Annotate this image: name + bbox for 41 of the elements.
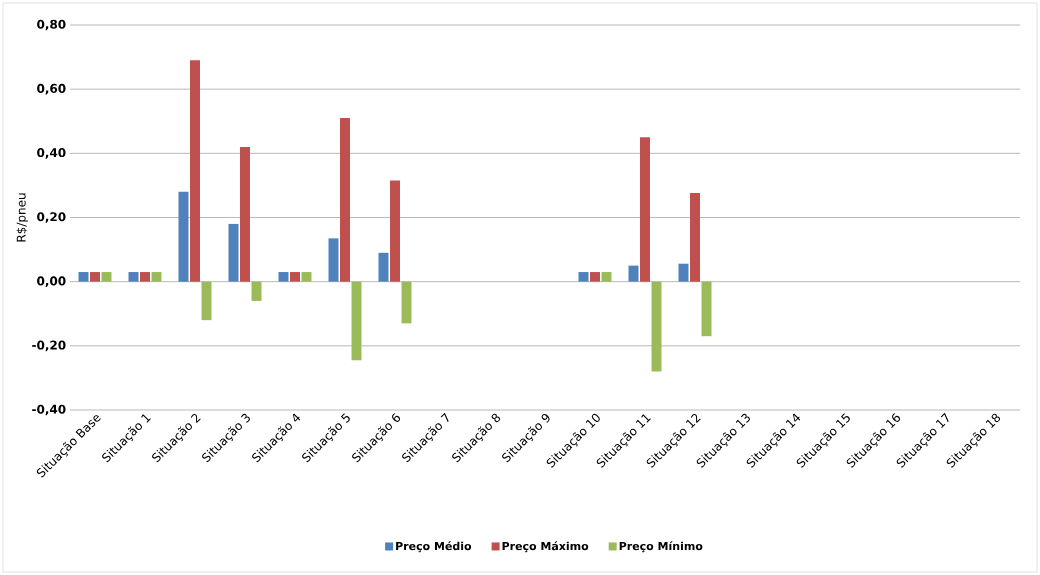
legend-label: Preço Médio bbox=[396, 541, 472, 553]
bar bbox=[401, 281, 412, 324]
bar bbox=[278, 272, 289, 282]
bar bbox=[590, 272, 601, 282]
bar bbox=[651, 281, 662, 372]
legend-label: Preço Mínimo bbox=[619, 541, 703, 553]
bar bbox=[90, 272, 100, 282]
bar bbox=[301, 272, 312, 282]
bar bbox=[378, 252, 389, 282]
bar bbox=[190, 60, 200, 282]
bar bbox=[690, 193, 701, 282]
bar bbox=[578, 272, 589, 282]
y-tick-label: 0,80 bbox=[37, 19, 66, 31]
bar bbox=[240, 146, 250, 282]
y-tick-label: 0,20 bbox=[37, 212, 66, 223]
bar bbox=[678, 263, 689, 282]
y-tick-label: 0,60 bbox=[37, 83, 66, 95]
bar bbox=[228, 223, 239, 282]
bar bbox=[390, 180, 400, 282]
bar bbox=[128, 272, 139, 282]
bar bbox=[178, 191, 189, 282]
y-axis-title: R$/pneu bbox=[16, 193, 29, 242]
bar bbox=[140, 272, 150, 282]
y-tick-label: 0,00 bbox=[37, 276, 66, 287]
bar bbox=[251, 281, 262, 301]
bar bbox=[201, 281, 212, 321]
legend-label: Preço Máximo bbox=[502, 541, 589, 553]
bar bbox=[151, 272, 162, 282]
y-tick-label: 0,40 bbox=[37, 148, 66, 159]
bar bbox=[290, 272, 301, 282]
y-tick-label: -0,20 bbox=[32, 340, 66, 352]
bar bbox=[351, 281, 362, 361]
bar bbox=[601, 272, 612, 282]
bar bbox=[628, 265, 639, 282]
bar bbox=[340, 118, 350, 282]
bar bbox=[328, 238, 339, 282]
bar bbox=[640, 137, 651, 282]
bar bbox=[78, 272, 89, 282]
bar bbox=[101, 272, 112, 282]
bar bbox=[701, 281, 712, 337]
y-tick-label: -0,40 bbox=[32, 404, 66, 416]
